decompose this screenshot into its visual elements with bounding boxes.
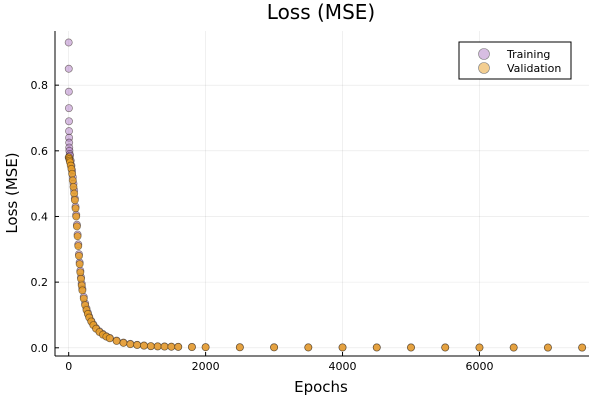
data-point-validation: [133, 341, 142, 349]
data-point-validation: [509, 343, 518, 352]
x-tick-label: 0: [65, 360, 72, 373]
data-point-validation: [270, 343, 279, 352]
data-point-validation: [372, 343, 381, 352]
data-point-validation: [543, 343, 552, 352]
data-point-training: [64, 104, 73, 113]
ticks: 0 2000 4000 6000 0.0 0.2 0.4 0.6 0.8: [31, 79, 494, 373]
data-point-validation: [475, 343, 484, 352]
data-point-validation: [119, 338, 128, 347]
data-point-validation: [338, 343, 347, 352]
data-point-validation: [70, 196, 79, 205]
data-point-validation: [407, 343, 415, 352]
data-point-validation: [167, 342, 176, 351]
grid: [55, 31, 589, 356]
data-point-training: [64, 38, 73, 47]
data-point-validation: [69, 182, 78, 191]
data-points: [64, 38, 587, 352]
data-point-validation: [72, 212, 81, 221]
data-point-validation: [153, 342, 162, 351]
x-tick-label: 6000: [465, 360, 493, 373]
data-point-validation: [70, 189, 79, 198]
legend: Training Validation: [458, 41, 572, 80]
data-point-validation: [75, 251, 83, 260]
data-point-validation: [73, 232, 82, 241]
x-tick-label: 2000: [192, 360, 220, 373]
legend-box: [458, 41, 572, 80]
y-tick-label: 0.8: [31, 79, 49, 92]
chart-title: Loss (MSE): [267, 0, 375, 24]
legend-label-training: Training: [506, 48, 550, 61]
data-point-training: [65, 117, 73, 126]
data-point-training: [65, 127, 73, 136]
data-point-validation: [78, 286, 87, 295]
series-validation: [64, 153, 587, 352]
data-point-validation: [441, 343, 450, 352]
data-point-validation: [74, 242, 83, 250]
data-point-validation: [174, 342, 183, 351]
data-point-validation: [201, 343, 210, 352]
data-point-validation: [68, 176, 77, 185]
data-point-validation: [578, 343, 587, 352]
y-tick-label: 0.4: [31, 210, 49, 223]
data-point-training: [64, 64, 73, 73]
data-point-validation: [72, 222, 81, 231]
y-axis-label: Loss (MSE): [3, 152, 21, 233]
data-point-validation: [140, 341, 148, 350]
y-tick-label: 0.2: [31, 276, 49, 289]
legend-marker-training: [478, 48, 490, 60]
data-point-validation: [105, 334, 114, 343]
data-point-validation: [68, 169, 77, 178]
x-tick-label: 4000: [329, 360, 357, 373]
y-tick-label: 0.6: [31, 145, 49, 158]
data-point-training: [64, 87, 73, 96]
data-point-validation: [126, 340, 135, 349]
data-point-validation: [79, 294, 88, 303]
legend-marker-validation: [478, 62, 490, 74]
legend-label-validation: Validation: [507, 62, 561, 75]
data-point-validation: [160, 342, 169, 351]
data-point-validation: [235, 343, 244, 352]
data-point-validation: [146, 342, 155, 351]
data-point-validation: [75, 260, 84, 269]
data-point-validation: [187, 343, 196, 351]
x-axis-label: Epochs: [294, 378, 348, 396]
data-point-validation: [71, 204, 80, 213]
y-tick-label: 0.0: [31, 342, 49, 355]
data-point-validation: [112, 336, 121, 345]
data-point-validation: [76, 268, 85, 277]
data-point-validation: [77, 274, 85, 283]
data-point-validation: [304, 343, 313, 352]
